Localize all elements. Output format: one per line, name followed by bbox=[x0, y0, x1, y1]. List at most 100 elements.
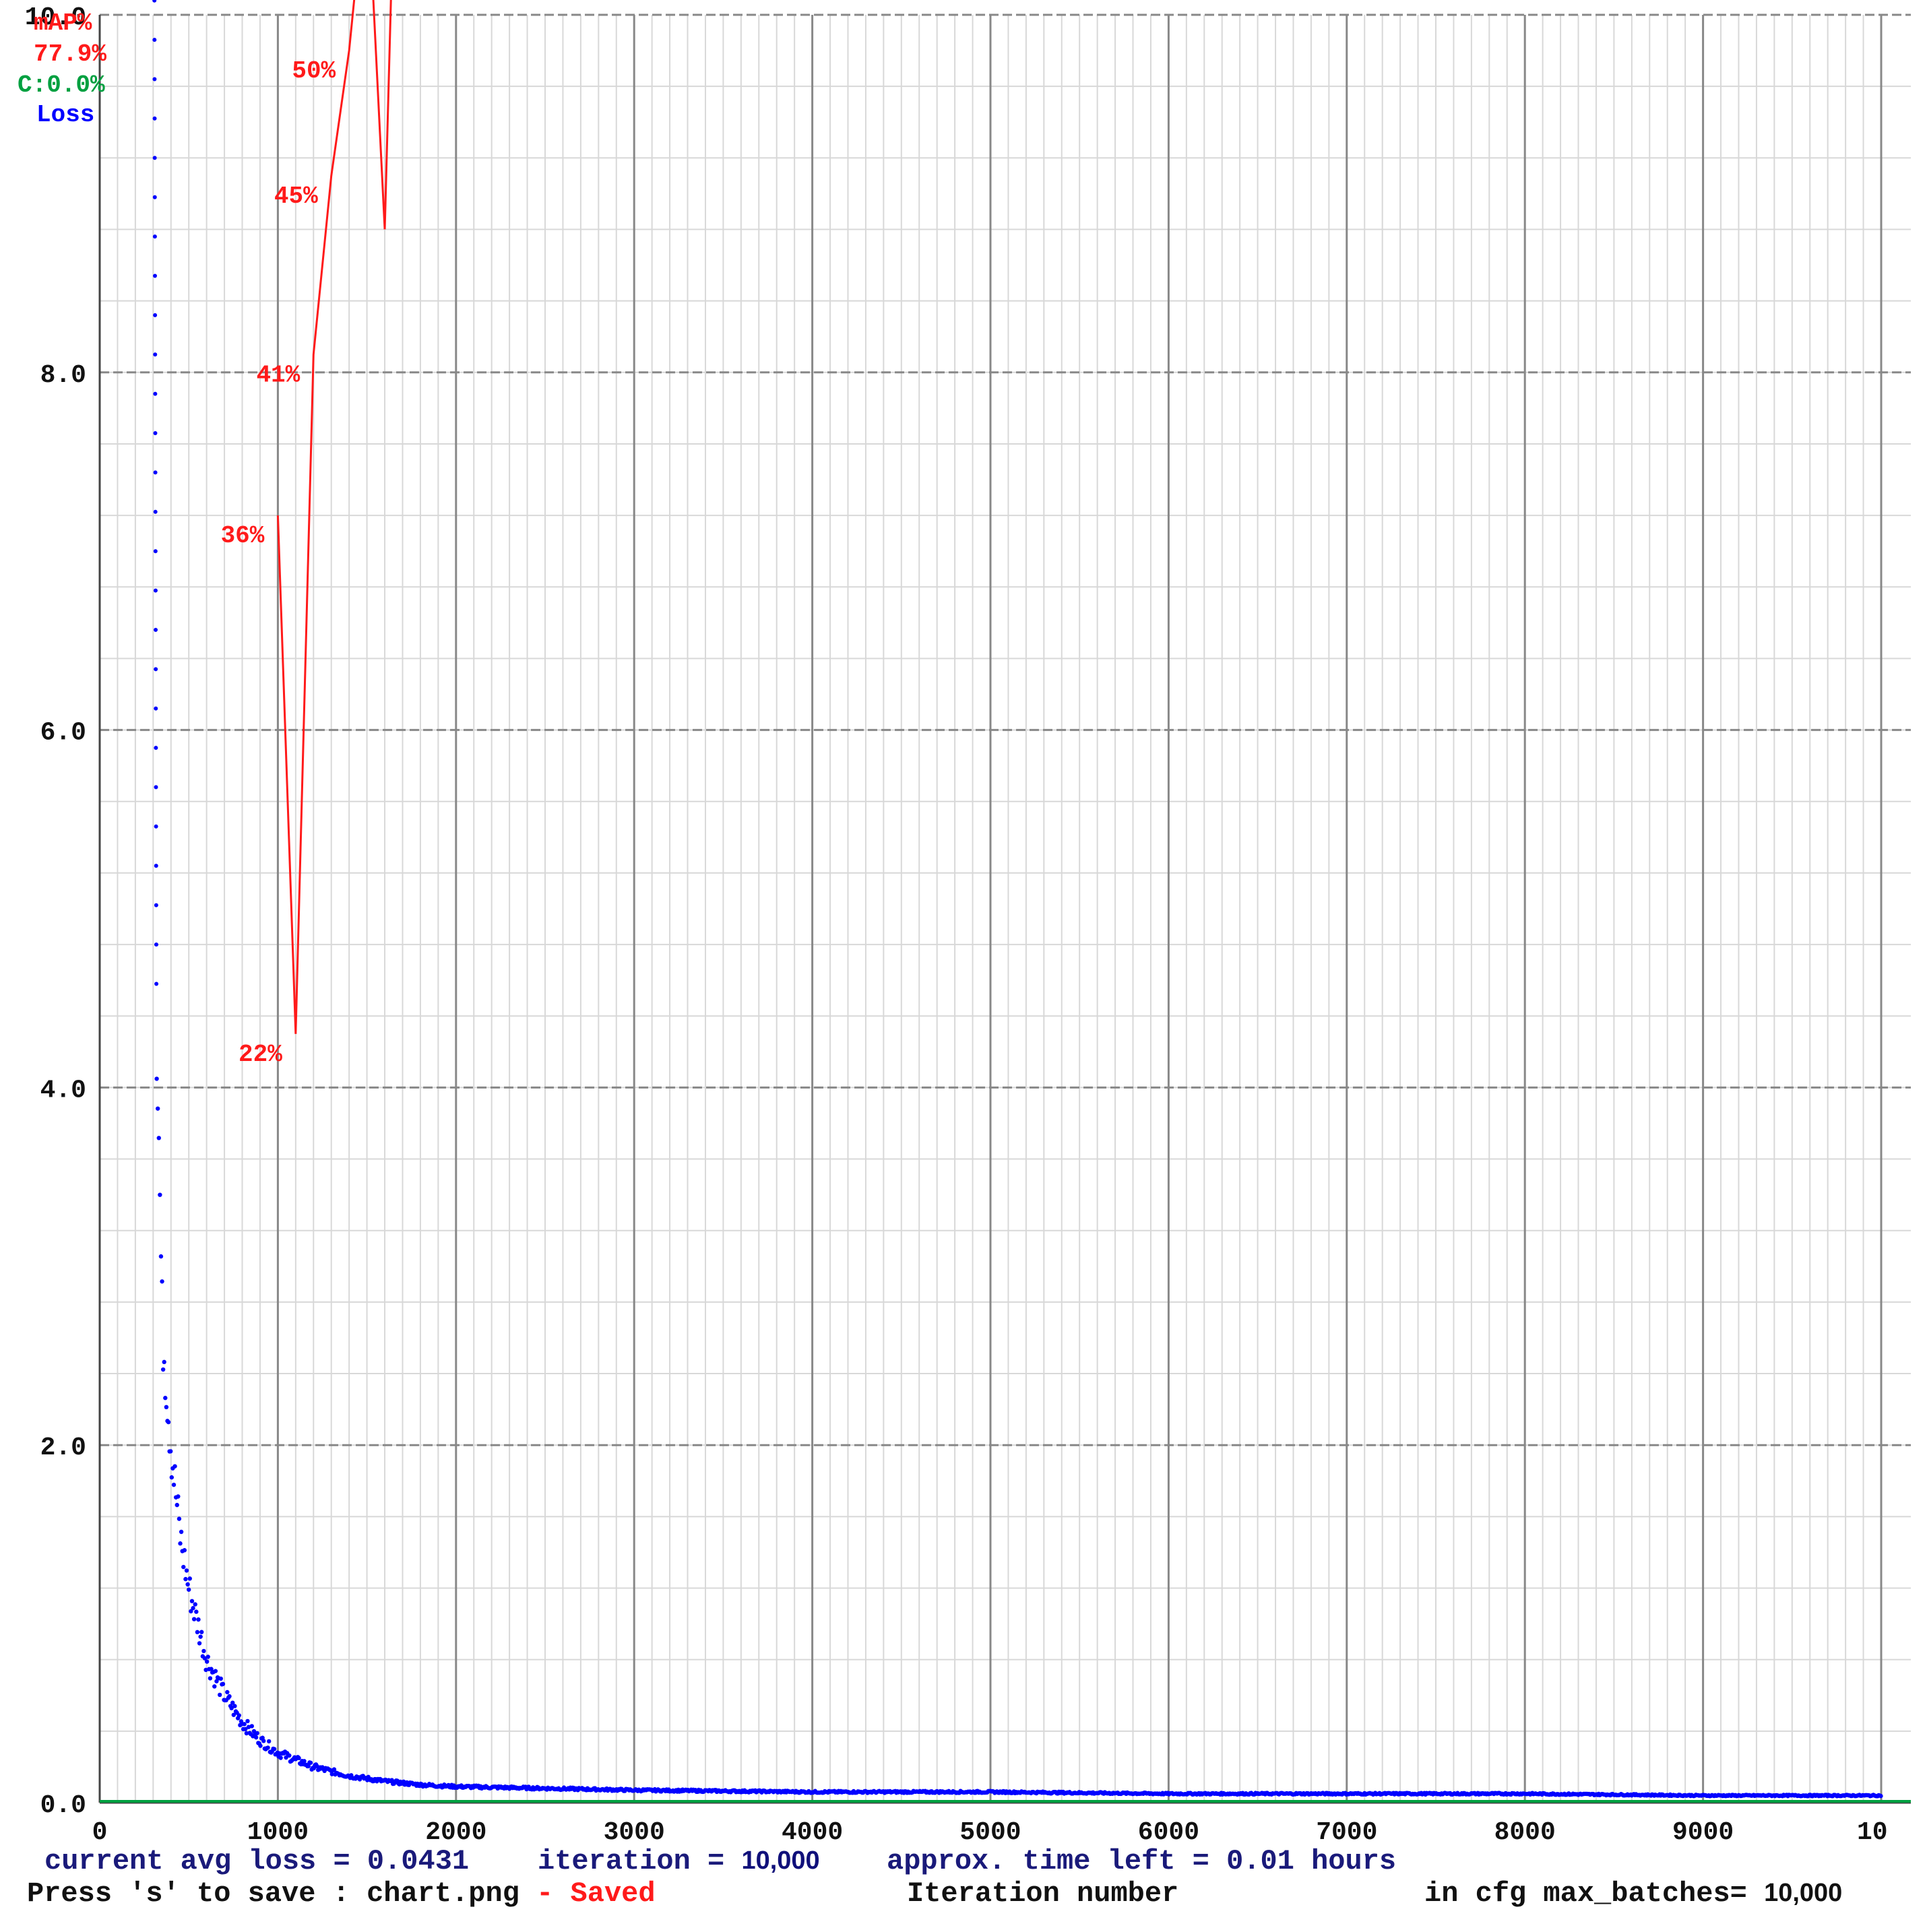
time-left: approx. time left = 0.01 hours bbox=[887, 1845, 1396, 1877]
loss-point bbox=[154, 864, 158, 868]
x-tick-label: 3000 bbox=[604, 1818, 665, 1847]
iteration-status: iteration = 10,000 bbox=[538, 1845, 820, 1877]
loss-point bbox=[199, 1630, 204, 1634]
x-tick-label: 6000 bbox=[1138, 1818, 1199, 1847]
loss-point bbox=[158, 1192, 162, 1197]
loss-point bbox=[154, 706, 158, 711]
loss-point bbox=[214, 1679, 219, 1683]
loss-point bbox=[166, 1419, 171, 1425]
x-axis-title: Iteration number bbox=[907, 1877, 1178, 1910]
loss-point bbox=[162, 1359, 166, 1365]
loss-point bbox=[160, 1367, 166, 1372]
loss-point bbox=[154, 667, 158, 672]
x-tick-label: 1000 bbox=[247, 1818, 309, 1847]
loss-point bbox=[154, 981, 159, 986]
saved-indicator: - Saved bbox=[519, 1877, 656, 1910]
legend-loss-label: Loss bbox=[36, 101, 94, 129]
loss-point bbox=[232, 1704, 237, 1708]
x-tick-label: 9000 bbox=[1672, 1818, 1734, 1847]
x-tick-label: 0 bbox=[92, 1818, 108, 1847]
loss-series bbox=[152, 0, 1883, 1799]
loss-point bbox=[218, 1692, 222, 1698]
loss-point bbox=[153, 509, 158, 514]
loss-point bbox=[175, 1502, 179, 1508]
map-data-label: 41% bbox=[256, 361, 300, 389]
loss-point bbox=[287, 1753, 292, 1758]
loss-point bbox=[389, 1778, 394, 1782]
loss-point bbox=[208, 1676, 213, 1681]
loss-point bbox=[153, 470, 158, 475]
loss-point bbox=[153, 549, 158, 554]
loss-point bbox=[220, 1681, 226, 1687]
loss-point bbox=[230, 1700, 235, 1705]
loss-point bbox=[191, 1606, 195, 1611]
loss-point bbox=[183, 1576, 188, 1582]
loss-point bbox=[278, 1756, 283, 1760]
y-tick-label: 8.0 bbox=[40, 361, 86, 390]
loss-point bbox=[261, 1739, 266, 1743]
loss-point bbox=[245, 1718, 250, 1724]
loss-point bbox=[1878, 1793, 1883, 1799]
loss-point bbox=[187, 1576, 192, 1581]
loss-point bbox=[191, 1617, 197, 1621]
loss-point bbox=[154, 1076, 159, 1081]
loss-point bbox=[209, 1667, 214, 1671]
loss-point bbox=[329, 1772, 334, 1776]
loss-point bbox=[225, 1689, 230, 1695]
legend-c-label: C:0.0% bbox=[18, 71, 105, 99]
loss-point bbox=[272, 1747, 277, 1751]
loss-point bbox=[255, 1731, 259, 1736]
loss-point bbox=[163, 1396, 168, 1400]
legend-map-label: mAP% bbox=[34, 9, 92, 37]
loss-point bbox=[266, 1739, 272, 1744]
max-batches: in cfg max_batches= 10,000 bbox=[1424, 1877, 1842, 1910]
loss-point bbox=[152, 273, 157, 278]
loss-point bbox=[152, 77, 157, 82]
y-tick-label: 4.0 bbox=[40, 1076, 86, 1105]
loss-point bbox=[152, 38, 157, 42]
loss-point bbox=[154, 627, 158, 632]
loss-point bbox=[244, 1731, 249, 1736]
loss-point bbox=[253, 1735, 259, 1740]
loss-point bbox=[258, 1743, 263, 1748]
status-bar: current avg loss = 0.0431 iteration = 10… bbox=[27, 1845, 1842, 1910]
loss-point bbox=[231, 1712, 236, 1717]
loss-point bbox=[164, 1405, 169, 1410]
loss-point bbox=[201, 1648, 206, 1654]
loss-point bbox=[152, 234, 157, 239]
loss-point bbox=[243, 1727, 248, 1731]
x-tick-label: 4000 bbox=[782, 1818, 843, 1847]
loss-point bbox=[265, 1745, 270, 1750]
loss-point bbox=[189, 1609, 193, 1614]
loss-point bbox=[212, 1684, 217, 1689]
legend: mAP% 77.9% C:0.0% Loss bbox=[18, 9, 106, 129]
map-data-label: 36% bbox=[221, 522, 265, 550]
loss-point bbox=[155, 1106, 160, 1111]
iteration-value: 10,000 bbox=[741, 1846, 819, 1875]
loss-point bbox=[202, 1656, 208, 1661]
loss-point bbox=[181, 1564, 186, 1570]
x-axis-tick-labels: 0 1000 2000 3000 4000 5000 6000 7000 8000 9000 10 bbox=[92, 1818, 1888, 1847]
loss-point bbox=[154, 824, 158, 829]
loss-point bbox=[218, 1676, 223, 1681]
loss-point bbox=[153, 313, 158, 317]
loss-point bbox=[177, 1516, 182, 1521]
save-hint: Press 's' to save : chart.png bbox=[27, 1877, 519, 1910]
loss-point bbox=[242, 1722, 247, 1727]
max-batches-value: 10,000 bbox=[1764, 1879, 1842, 1907]
map-data-label: 45% bbox=[274, 183, 318, 210]
loss-point bbox=[213, 1669, 218, 1673]
loss-point bbox=[153, 431, 158, 436]
loss-point bbox=[227, 1694, 232, 1699]
x-tick-label: 2000 bbox=[425, 1818, 486, 1847]
map-data-labels: 36%22%41%45%50%54%62%65%66%68%71%73%74%7… bbox=[221, 57, 336, 1068]
loss-point bbox=[152, 156, 157, 160]
loss-point bbox=[249, 1724, 254, 1729]
loss-point bbox=[236, 1713, 241, 1718]
loss-point bbox=[156, 1136, 161, 1140]
loss-point bbox=[308, 1760, 313, 1765]
x-tick-label: 5000 bbox=[959, 1818, 1021, 1847]
x-tick-label: 8000 bbox=[1494, 1818, 1556, 1847]
loss-point bbox=[153, 588, 158, 593]
